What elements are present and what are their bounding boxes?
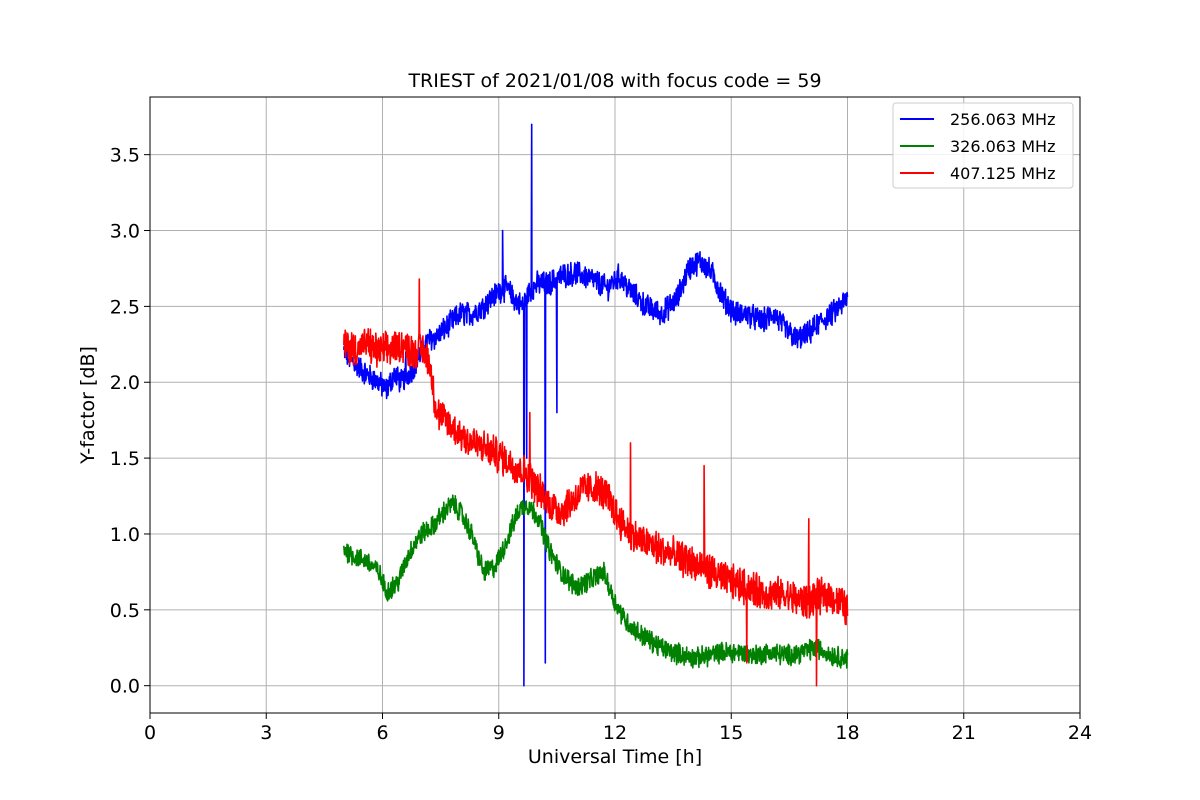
x-axis-label: Universal Time [h]	[528, 746, 702, 768]
y-axis: 0.0 0.5 1.0 1.5 2.0 2.5 3.0 3.5	[110, 145, 150, 698]
legend-label: 326.063 MHz	[950, 137, 1055, 156]
legend: 256.063 MHz 326.063 MHz 407.125 MHz	[892, 102, 1074, 189]
series-line-1	[343, 123, 849, 687]
y-tick-label: 3.0	[110, 221, 140, 243]
y-tick-label: 3.5	[110, 145, 140, 167]
x-tick-label: 6	[376, 722, 388, 744]
x-tick-label: 24	[1068, 722, 1092, 744]
y-tick-label: 1.0	[110, 524, 140, 546]
series-layer	[343, 123, 849, 687]
x-tick-label: 12	[603, 722, 627, 744]
y-tick-label: 0.5	[110, 600, 140, 622]
series-line-3	[343, 278, 849, 687]
y-axis-label: Y-factor [dB]	[77, 346, 99, 465]
legend-label: 407.125 MHz	[950, 164, 1055, 183]
y-tick-label: 0.0	[110, 676, 140, 698]
legend-label: 256.063 MHz	[950, 110, 1055, 129]
y-tick-label: 2.0	[110, 372, 140, 394]
y-tick-label: 1.5	[110, 448, 140, 470]
x-tick-label: 21	[952, 722, 976, 744]
x-tick-label: 0	[144, 722, 156, 744]
y-tick-label: 2.5	[110, 296, 140, 318]
x-axis: 0 3 6 9 12 15 18 21 24	[144, 713, 1092, 744]
chart-title: TRIEST of 2021/01/08 with focus code = 5…	[407, 70, 821, 92]
series-line-2	[343, 494, 849, 669]
x-tick-label: 3	[260, 722, 272, 744]
x-tick-label: 15	[719, 722, 743, 744]
x-tick-label: 18	[835, 722, 859, 744]
legend-frame	[892, 102, 1074, 189]
x-tick-label: 9	[493, 722, 505, 744]
